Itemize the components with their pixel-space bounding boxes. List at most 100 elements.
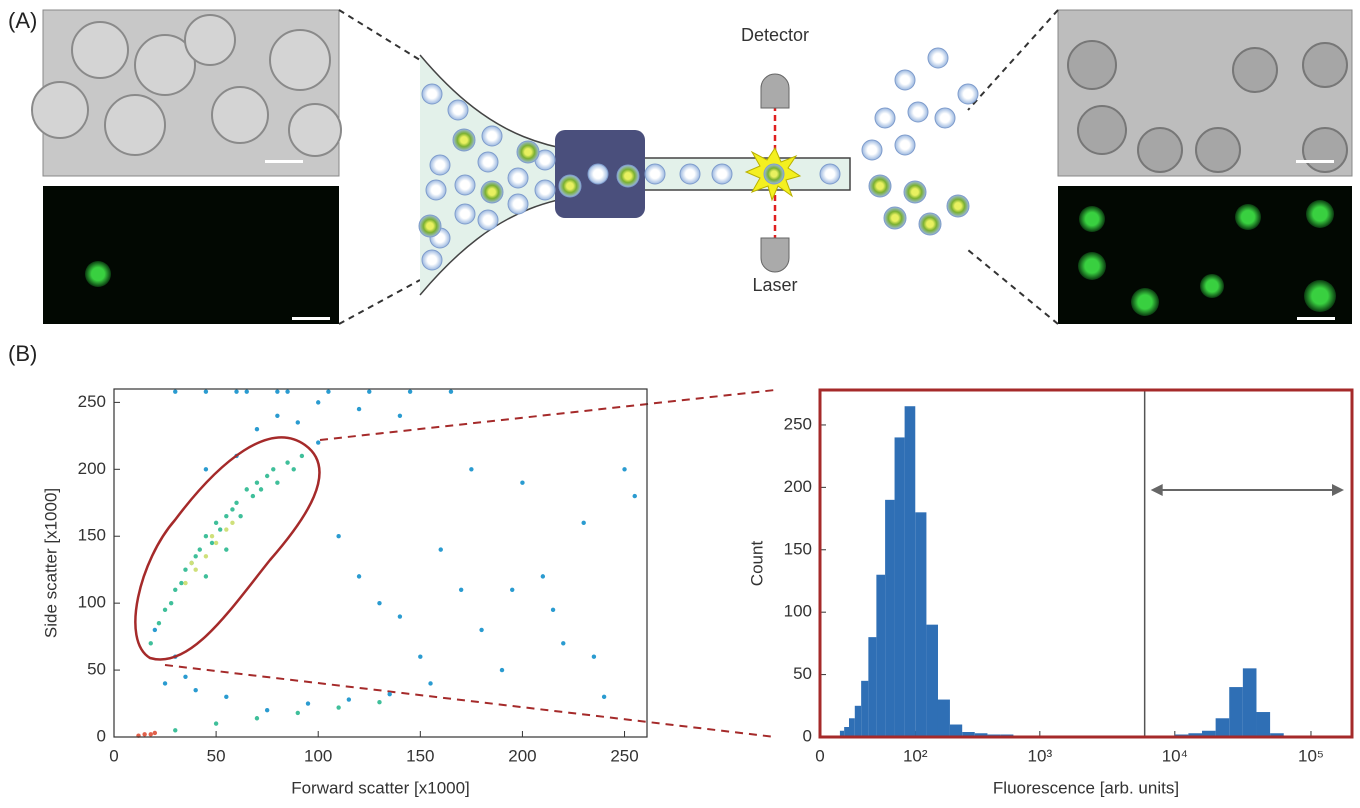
point [193, 567, 197, 571]
point [183, 567, 187, 571]
point [316, 440, 320, 444]
y-tick-label: 50 [793, 664, 812, 683]
point [193, 554, 197, 558]
panel-label: (B) [8, 341, 37, 366]
point [316, 400, 320, 404]
point [224, 527, 228, 531]
plot-frame [114, 389, 647, 737]
point [265, 474, 269, 478]
point [387, 692, 391, 696]
x-tick-label: 10³ [1028, 746, 1053, 765]
point [204, 574, 208, 578]
bar [905, 406, 916, 737]
bar [868, 637, 876, 737]
point [214, 541, 218, 545]
zoom-connector [165, 390, 775, 737]
bar [861, 681, 868, 737]
point [189, 561, 193, 565]
point [300, 454, 304, 458]
point [367, 389, 371, 393]
y-axis-label: Count [747, 541, 766, 587]
y-tick-label: 200 [78, 459, 106, 478]
point [204, 467, 208, 471]
point [149, 732, 153, 736]
point [183, 581, 187, 585]
point [459, 588, 463, 592]
point [149, 641, 153, 645]
point [142, 732, 146, 736]
point [234, 501, 238, 505]
point [275, 389, 279, 393]
detector-label: Detector [741, 25, 809, 45]
y-tick-label: 0 [803, 726, 812, 745]
point [157, 621, 161, 625]
x-tick-label: 0 [109, 746, 118, 765]
x-tick-label: 50 [207, 746, 226, 765]
point [377, 700, 381, 704]
point [163, 681, 167, 685]
point [479, 628, 483, 632]
y-axis-label: Side scatter [x1000] [41, 488, 60, 638]
point [449, 389, 453, 393]
point [602, 695, 606, 699]
point [210, 534, 214, 538]
bars [840, 406, 1284, 737]
bar [1243, 668, 1257, 737]
y-tick-label: 150 [784, 539, 812, 558]
point [357, 407, 361, 411]
point [204, 389, 208, 393]
x-tick-label: 0 [815, 746, 824, 765]
point [245, 389, 249, 393]
y-tick-label: 100 [784, 602, 812, 621]
x-tick-label: 250 [610, 746, 638, 765]
point [214, 721, 218, 725]
point [193, 688, 197, 692]
bar [1256, 712, 1270, 737]
x-tick-label: 150 [406, 746, 434, 765]
point [428, 681, 432, 685]
y-tick-label: 150 [78, 526, 106, 545]
point [398, 614, 402, 618]
point [255, 716, 259, 720]
point [169, 601, 173, 605]
point [183, 675, 187, 679]
point [347, 697, 351, 701]
figure: (A) (B) [0, 0, 1360, 808]
point [561, 641, 565, 645]
point [469, 467, 473, 471]
point [292, 467, 296, 471]
bar [1216, 718, 1230, 737]
point [326, 389, 330, 393]
point [238, 514, 242, 518]
point [251, 494, 255, 498]
point [285, 389, 289, 393]
point [520, 480, 524, 484]
point [245, 487, 249, 491]
bar [915, 512, 926, 737]
x-tick-label: 10² [903, 746, 928, 765]
bar [1229, 687, 1243, 737]
x-tick-label: 200 [508, 746, 536, 765]
point [357, 574, 361, 578]
point [153, 731, 157, 735]
point [296, 711, 300, 715]
point [285, 460, 289, 464]
point [198, 547, 202, 551]
point [336, 705, 340, 709]
point [622, 467, 626, 471]
point [224, 547, 228, 551]
bar [938, 700, 950, 737]
point [500, 668, 504, 672]
point [581, 521, 585, 525]
bar [885, 500, 894, 737]
point [633, 494, 637, 498]
point [255, 480, 259, 484]
bar [849, 718, 855, 737]
point [439, 547, 443, 551]
point [224, 514, 228, 518]
point [234, 389, 238, 393]
point [204, 554, 208, 558]
point [541, 574, 545, 578]
